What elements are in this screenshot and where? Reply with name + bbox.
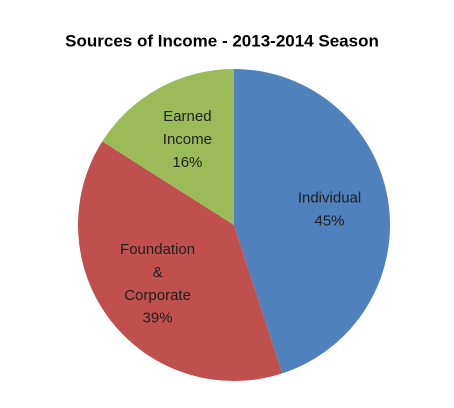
pie-slice	[78, 141, 283, 381]
value-label: 39%	[143, 310, 173, 327]
pie-slice	[102, 69, 234, 225]
slice-label: Individual	[298, 189, 361, 206]
value-label: 16%	[172, 154, 202, 171]
value-label: 45%	[315, 212, 345, 229]
pie-slice	[234, 69, 390, 374]
slice-label: Earned Income	[163, 108, 212, 148]
chart-title: Sources of Income - 2013-2014 Season	[65, 31, 379, 50]
slice-label: Foundation & Corporate	[120, 241, 195, 304]
